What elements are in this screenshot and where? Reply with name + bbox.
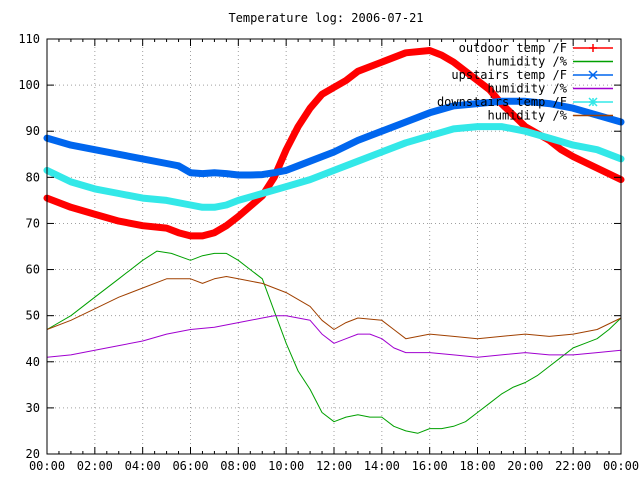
series-line-1 (46, 250, 622, 434)
y-tick-label: 90 (26, 124, 40, 138)
series-layer (43, 47, 625, 434)
y-tick-label: 110 (18, 32, 40, 46)
legend-label-1: humidity /% (488, 55, 568, 69)
x-tick-label: 20:00 (507, 459, 543, 473)
y-tick-label: 30 (26, 401, 40, 415)
y-tick-label: 80 (26, 170, 40, 184)
legend-marker-4 (588, 97, 598, 107)
x-tick-label: 00:00 (29, 459, 65, 473)
y-tick-label: 70 (26, 216, 40, 230)
legend-marker-0 (589, 44, 597, 52)
legend-label-4: downstairs temp /F (437, 95, 567, 109)
y-tick-label: 20 (26, 447, 40, 461)
x-tick-label: 12:00 (316, 459, 352, 473)
series-line-4 (43, 123, 625, 211)
x-tick-label: 04:00 (125, 459, 161, 473)
tick-layer: 20 30 40 50 60 70 80 90 100 110 00:00 02:00 04:00 06:… (18, 32, 639, 473)
y-tick-label: 50 (26, 309, 40, 323)
x-tick-label: 02:00 (77, 459, 113, 473)
x-tick-label: 08:00 (220, 459, 256, 473)
series-line-5 (46, 276, 622, 340)
x-tick-label: 10:00 (268, 459, 304, 473)
y-tick-label: 100 (18, 78, 40, 92)
x-tick-label: 06:00 (172, 459, 208, 473)
legend-marker-2 (588, 70, 598, 80)
series-line-2 (43, 97, 625, 179)
legend-label-2: upstairs temp /F (451, 68, 567, 82)
x-tick-label: 16:00 (412, 459, 448, 473)
x-tick-label: 00:00 (603, 459, 639, 473)
legend-label-0: outdoor temp /F (459, 41, 567, 55)
series-line-3 (46, 315, 622, 358)
x-tick-label: 22:00 (555, 459, 591, 473)
legend-label-5: humidity /% (488, 109, 568, 123)
series-line-0 (43, 47, 625, 240)
legend-label-3: humidity /% (488, 82, 568, 96)
y-tick-label: 60 (26, 263, 40, 277)
x-tick-label: 18:00 (459, 459, 495, 473)
y-tick-label: 40 (26, 355, 40, 369)
chart-title: Temperature log: 2006-07-21 (228, 11, 423, 25)
x-tick-label: 14:00 (364, 459, 400, 473)
